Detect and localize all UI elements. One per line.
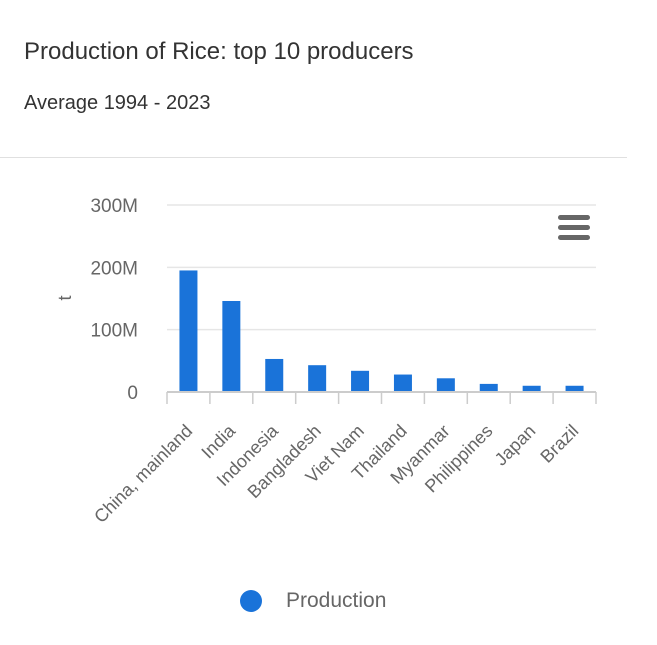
x-tick-label: Japan [491,421,540,470]
bar[interactable] [522,385,541,392]
menu-line [558,225,590,230]
y-tick-label: 100M [90,321,138,342]
legend-marker [240,590,262,612]
y-tick-label: 200M [90,258,138,279]
y-tick-label: 0 [127,383,138,404]
y-tick-label: 300M [90,196,138,217]
bar[interactable] [351,370,370,392]
x-tick-label: Brazil [536,421,582,467]
bar[interactable] [265,358,284,392]
bar[interactable] [222,300,241,392]
bar[interactable] [565,385,584,392]
x-axis-tick-labels: China, mainland IndiaIndonesiaBangladeshV… [90,420,582,527]
bar[interactable] [308,365,327,392]
bar[interactable] [179,270,198,392]
menu-line [558,215,590,220]
x-axis [166,391,597,404]
chart-title: Production of Rice: top 10 producers [24,38,414,65]
chart-subtitle: Average 1994 - 2023 [24,92,211,114]
bar[interactable] [436,378,455,392]
bars [179,270,584,392]
menu-line [558,235,590,240]
y-axis-tick-labels: 0 100M 200M 300M [90,196,138,404]
bar[interactable] [479,383,498,392]
header-divider [0,157,627,158]
legend-item-production[interactable]: Production [240,586,386,616]
x-tick-label: China, mainland [90,421,196,527]
y-axis-label: t [55,295,75,300]
legend-label: Production [286,589,387,612]
hamburger-menu-icon[interactable] [556,212,592,244]
bar[interactable] [393,374,412,392]
